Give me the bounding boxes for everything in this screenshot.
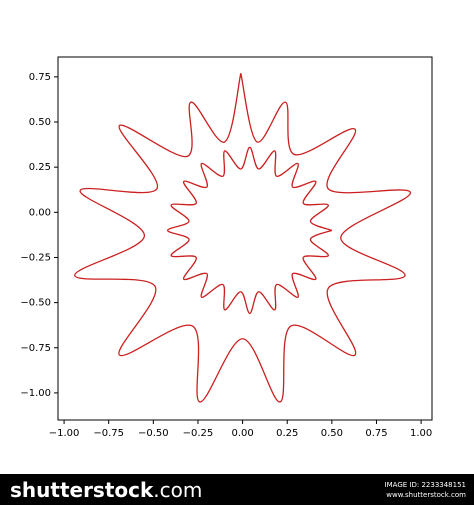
y-tick-label: −0.25 bbox=[20, 252, 51, 263]
y-tick-label: −0.50 bbox=[20, 298, 51, 309]
x-tick-label: 0.00 bbox=[231, 428, 253, 439]
y-tick-label: 0.50 bbox=[29, 117, 51, 128]
y-tick-label: 0.00 bbox=[29, 207, 51, 218]
x-tick-label: −1.00 bbox=[49, 428, 80, 439]
axes-frame bbox=[57, 56, 433, 421]
x-tick-label: −0.50 bbox=[138, 428, 169, 439]
y-tick-label: 0.25 bbox=[29, 162, 51, 173]
curve bbox=[74, 73, 412, 403]
image-info: IMAGE ID: 2233348151 www.shutterstock.com bbox=[385, 480, 466, 500]
x-tick-label: 0.25 bbox=[276, 428, 298, 439]
chart: −1.00 −0.75 −0.50 −0.25 0.00 0.25 0.50 0.75 1.00… bbox=[20, 56, 433, 439]
y-tick-label: 0.75 bbox=[29, 72, 51, 83]
x-tick-label: 1.00 bbox=[410, 428, 432, 439]
logo-text: shutterstock bbox=[10, 478, 154, 502]
site: www.shutterstock.com bbox=[386, 491, 466, 499]
y-tick-label: −1.00 bbox=[20, 388, 51, 399]
logo-suffix: .com bbox=[153, 478, 203, 502]
x-tick-label: 0.50 bbox=[321, 428, 343, 439]
logo: shutterstock.com bbox=[10, 478, 202, 502]
x-tick-label: −0.75 bbox=[93, 428, 124, 439]
image-id: IMAGE ID: 2233348151 bbox=[384, 481, 466, 489]
x-tick-label: 0.75 bbox=[365, 428, 387, 439]
footer-bar: shutterstock.com IMAGE ID: 2233348151 www… bbox=[0, 474, 474, 505]
x-tick-label: −0.25 bbox=[183, 428, 214, 439]
y-tick-label: −0.75 bbox=[20, 343, 51, 354]
